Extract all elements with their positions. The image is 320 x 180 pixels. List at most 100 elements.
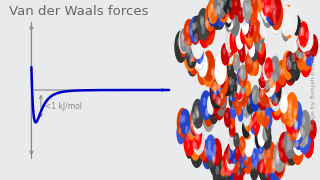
Circle shape bbox=[286, 98, 298, 126]
Circle shape bbox=[197, 59, 208, 85]
Circle shape bbox=[296, 141, 299, 147]
Circle shape bbox=[253, 24, 256, 32]
Circle shape bbox=[195, 43, 204, 64]
Circle shape bbox=[287, 134, 291, 143]
Circle shape bbox=[227, 15, 228, 20]
Circle shape bbox=[285, 12, 289, 23]
Circle shape bbox=[278, 147, 287, 168]
Circle shape bbox=[233, 0, 241, 15]
Circle shape bbox=[210, 4, 213, 13]
Circle shape bbox=[268, 0, 281, 24]
Circle shape bbox=[228, 148, 230, 154]
Circle shape bbox=[228, 65, 231, 71]
Circle shape bbox=[241, 70, 243, 77]
Circle shape bbox=[263, 64, 276, 97]
Circle shape bbox=[276, 156, 279, 164]
Circle shape bbox=[233, 132, 240, 148]
Circle shape bbox=[209, 63, 222, 95]
Circle shape bbox=[208, 140, 211, 148]
Circle shape bbox=[242, 144, 249, 161]
Circle shape bbox=[282, 68, 284, 74]
Circle shape bbox=[227, 35, 230, 42]
Circle shape bbox=[226, 158, 232, 173]
Circle shape bbox=[219, 156, 228, 177]
Circle shape bbox=[205, 3, 216, 31]
Circle shape bbox=[259, 0, 268, 19]
Circle shape bbox=[273, 141, 286, 172]
Circle shape bbox=[217, 0, 221, 4]
Circle shape bbox=[268, 152, 281, 180]
Circle shape bbox=[230, 116, 232, 121]
Circle shape bbox=[223, 166, 232, 180]
Circle shape bbox=[282, 104, 285, 112]
Circle shape bbox=[292, 31, 306, 64]
Circle shape bbox=[292, 106, 300, 127]
Circle shape bbox=[272, 84, 276, 93]
Circle shape bbox=[219, 72, 223, 82]
Circle shape bbox=[213, 89, 226, 120]
Circle shape bbox=[282, 107, 291, 131]
Circle shape bbox=[265, 123, 271, 138]
Circle shape bbox=[212, 156, 216, 163]
Circle shape bbox=[194, 42, 204, 69]
Circle shape bbox=[245, 123, 248, 130]
Circle shape bbox=[297, 39, 300, 47]
Circle shape bbox=[267, 72, 278, 100]
Circle shape bbox=[250, 49, 253, 56]
Circle shape bbox=[245, 110, 252, 129]
Circle shape bbox=[197, 112, 199, 118]
Circle shape bbox=[191, 42, 194, 50]
Circle shape bbox=[248, 116, 256, 135]
Circle shape bbox=[250, 39, 259, 62]
Circle shape bbox=[188, 37, 198, 62]
Circle shape bbox=[259, 84, 268, 107]
Circle shape bbox=[285, 51, 294, 73]
Circle shape bbox=[192, 112, 195, 119]
Circle shape bbox=[280, 94, 288, 114]
Circle shape bbox=[284, 126, 297, 159]
Circle shape bbox=[242, 30, 244, 36]
Circle shape bbox=[288, 99, 292, 108]
Circle shape bbox=[201, 140, 210, 163]
Circle shape bbox=[272, 85, 275, 92]
Circle shape bbox=[201, 57, 209, 77]
Circle shape bbox=[238, 163, 240, 168]
Circle shape bbox=[291, 133, 304, 165]
Circle shape bbox=[271, 0, 275, 8]
Circle shape bbox=[267, 85, 278, 112]
Circle shape bbox=[237, 170, 240, 176]
Circle shape bbox=[287, 109, 300, 141]
Circle shape bbox=[260, 19, 267, 38]
Circle shape bbox=[252, 56, 262, 80]
Circle shape bbox=[260, 90, 263, 98]
Circle shape bbox=[240, 138, 247, 157]
Circle shape bbox=[246, 139, 249, 146]
Circle shape bbox=[227, 0, 237, 20]
Circle shape bbox=[201, 143, 204, 150]
Circle shape bbox=[204, 102, 214, 127]
Circle shape bbox=[185, 40, 188, 47]
Circle shape bbox=[268, 81, 271, 89]
Circle shape bbox=[234, 91, 236, 98]
Circle shape bbox=[286, 143, 289, 152]
Circle shape bbox=[304, 42, 314, 67]
Circle shape bbox=[272, 10, 276, 19]
Circle shape bbox=[239, 136, 246, 153]
Circle shape bbox=[196, 48, 199, 57]
Circle shape bbox=[189, 28, 193, 36]
Circle shape bbox=[243, 21, 245, 26]
Circle shape bbox=[258, 39, 265, 58]
Circle shape bbox=[228, 48, 235, 65]
Circle shape bbox=[250, 88, 260, 112]
Circle shape bbox=[209, 99, 211, 105]
Circle shape bbox=[213, 0, 226, 30]
Circle shape bbox=[228, 14, 230, 20]
Circle shape bbox=[204, 15, 213, 39]
Circle shape bbox=[240, 65, 246, 81]
Circle shape bbox=[293, 107, 297, 116]
Circle shape bbox=[200, 15, 204, 25]
Circle shape bbox=[244, 103, 247, 109]
Circle shape bbox=[192, 124, 196, 134]
Circle shape bbox=[213, 144, 217, 152]
Circle shape bbox=[221, 1, 224, 8]
